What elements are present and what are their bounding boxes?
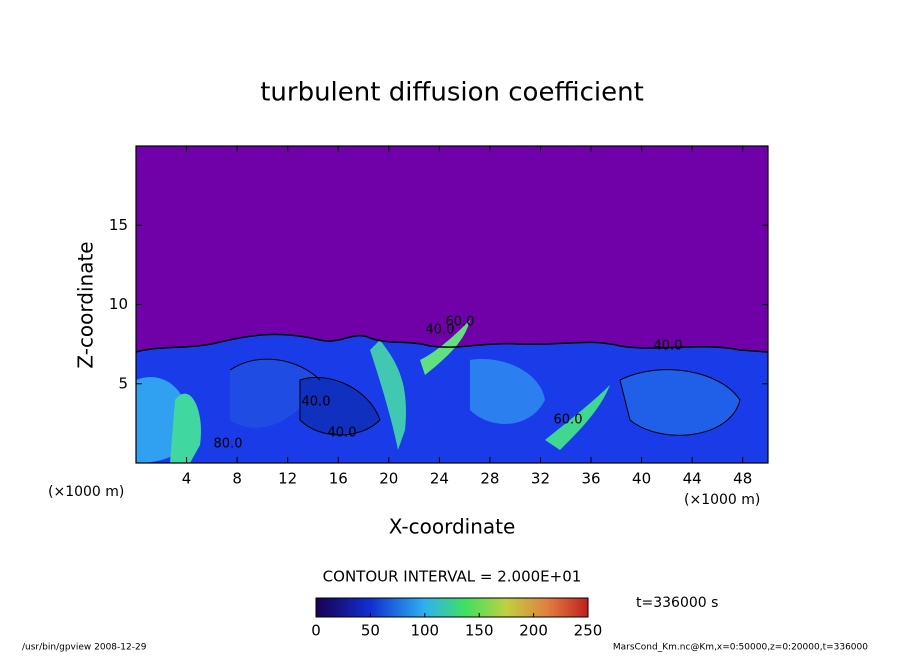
contour-label: 40.0 (302, 395, 331, 410)
chart-title: turbulent diffusion coefficient (260, 78, 644, 108)
colorbar-tick-label: 200 (519, 622, 548, 640)
colorbar (315, 597, 589, 618)
y-axis-label: Z-coordinate (74, 241, 98, 368)
x-tick-label: 4 (182, 470, 192, 488)
x-unit: (×1000 m) (684, 492, 760, 508)
time-label: t=336000 s (636, 595, 718, 611)
field (136, 146, 768, 463)
colorbar-tick-label: 150 (465, 622, 494, 640)
x-tick-label: 16 (329, 470, 348, 488)
colorbar-tick-label: 100 (410, 622, 439, 640)
footer-left: /usr/bin/gpview 2008-12-29 (22, 643, 147, 653)
y-tick-label: 5 (118, 374, 128, 392)
colorbar-tick-label: 50 (361, 622, 380, 640)
y-tick-label: 10 (109, 295, 128, 313)
contour-label: 80.0 (214, 437, 243, 452)
colorbar-tick-label: 250 (574, 622, 603, 640)
x-axis-label: X-coordinate (389, 515, 516, 539)
x-tick-label: 28 (480, 470, 499, 488)
x-tick-label: 12 (278, 470, 297, 488)
contour-label: 40.0 (654, 339, 683, 354)
contour-interval: CONTOUR INTERVAL = 2.000E+01 (323, 568, 582, 586)
x-tick-label: 40 (632, 470, 651, 488)
contour-label: 60.0 (446, 315, 475, 330)
x-tick-label: 24 (430, 470, 449, 488)
colorbar-tick-label: 0 (311, 622, 321, 640)
y-unit: (×1000 m) (48, 484, 124, 500)
x-tick-label: 48 (733, 470, 752, 488)
y-tick-label: 15 (109, 216, 128, 234)
contour-label: 40.0 (328, 426, 357, 441)
x-tick-label: 20 (379, 470, 398, 488)
x-tick-label: 36 (581, 470, 600, 488)
x-tick-label: 8 (232, 470, 242, 488)
contour-label: 60.0 (554, 413, 583, 428)
x-tick-label: 44 (683, 470, 702, 488)
contour-label: 40.0 (426, 323, 455, 338)
x-tick-label: 32 (531, 470, 550, 488)
footer-right: MarsCond_Km.nc@Km,x=0:50000,z=0:20000,t=… (613, 643, 868, 653)
